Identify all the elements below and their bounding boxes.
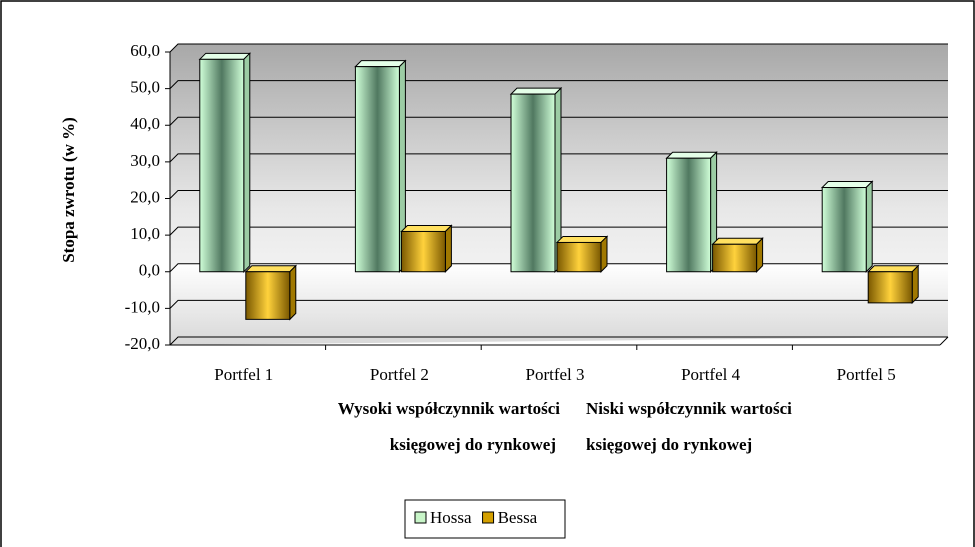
- annotation: Niski współczynnik wartości: [586, 399, 792, 418]
- x-tick-label: Portfel 3: [525, 365, 584, 384]
- bar: [556, 241, 602, 273]
- x-tick-label: Portfel 1: [214, 365, 273, 384]
- bar-top: [244, 265, 298, 273]
- grid-line: [169, 80, 948, 89]
- bar-top: [354, 60, 407, 68]
- y-axis-title: Stopa zwrotu (w %): [59, 117, 78, 263]
- bar: [867, 271, 913, 304]
- x-tick-label: Portfel 5: [837, 365, 896, 384]
- bar-top: [555, 235, 609, 243]
- grid-line: [169, 116, 948, 126]
- bar-top: [866, 265, 920, 273]
- bar-top: [198, 52, 252, 60]
- bar-side: [911, 264, 919, 305]
- bar-side: [444, 224, 452, 273]
- y-tick-label: -20,0: [125, 334, 160, 353]
- bar-side: [600, 235, 608, 273]
- x-tick-label: Portfel 4: [681, 365, 741, 384]
- legend-swatch: [482, 511, 495, 524]
- bar-side: [289, 264, 297, 321]
- y-tick-label: 60,0: [130, 41, 160, 60]
- y-tick-label: 50,0: [130, 78, 160, 97]
- bar-side: [243, 52, 251, 273]
- bar: [354, 66, 400, 273]
- bar-top: [711, 237, 764, 245]
- bar: [199, 58, 245, 273]
- legend-swatch: [414, 511, 427, 524]
- floor: [170, 263, 948, 345]
- bar: [400, 230, 446, 273]
- legend-label: Hossa: [430, 508, 472, 527]
- grid-line: [169, 336, 948, 346]
- bar-side: [756, 237, 764, 273]
- bar: [510, 93, 556, 273]
- bar: [245, 271, 291, 320]
- bar: [666, 157, 712, 273]
- bar-top: [820, 181, 874, 189]
- bar: [712, 243, 758, 273]
- annotation: Wysoki współczynnik wartości: [338, 399, 561, 418]
- bar-top: [400, 224, 453, 232]
- bar: [821, 187, 867, 273]
- grid-line: [169, 43, 948, 53]
- bar-top: [665, 151, 718, 159]
- bar-side: [865, 180, 873, 273]
- x-axis-depth: [939, 336, 949, 346]
- y-tick-label: 10,0: [130, 224, 160, 243]
- x-tick-label: Portfel 2: [370, 365, 429, 384]
- y-tick-label: -10,0: [125, 297, 160, 316]
- y-tick-label: 20,0: [130, 187, 160, 206]
- y-tick-label: 0,0: [139, 261, 160, 280]
- y-tick-label: 30,0: [130, 151, 160, 170]
- grid-line: [169, 299, 948, 309]
- legend-label: Bessa: [498, 508, 538, 527]
- bar-top: [509, 87, 563, 95]
- y-tick-label: 40,0: [130, 114, 160, 133]
- annotation: księgowej do rynkowej: [390, 435, 556, 454]
- annotation: księgowej do rynkowej: [586, 435, 752, 454]
